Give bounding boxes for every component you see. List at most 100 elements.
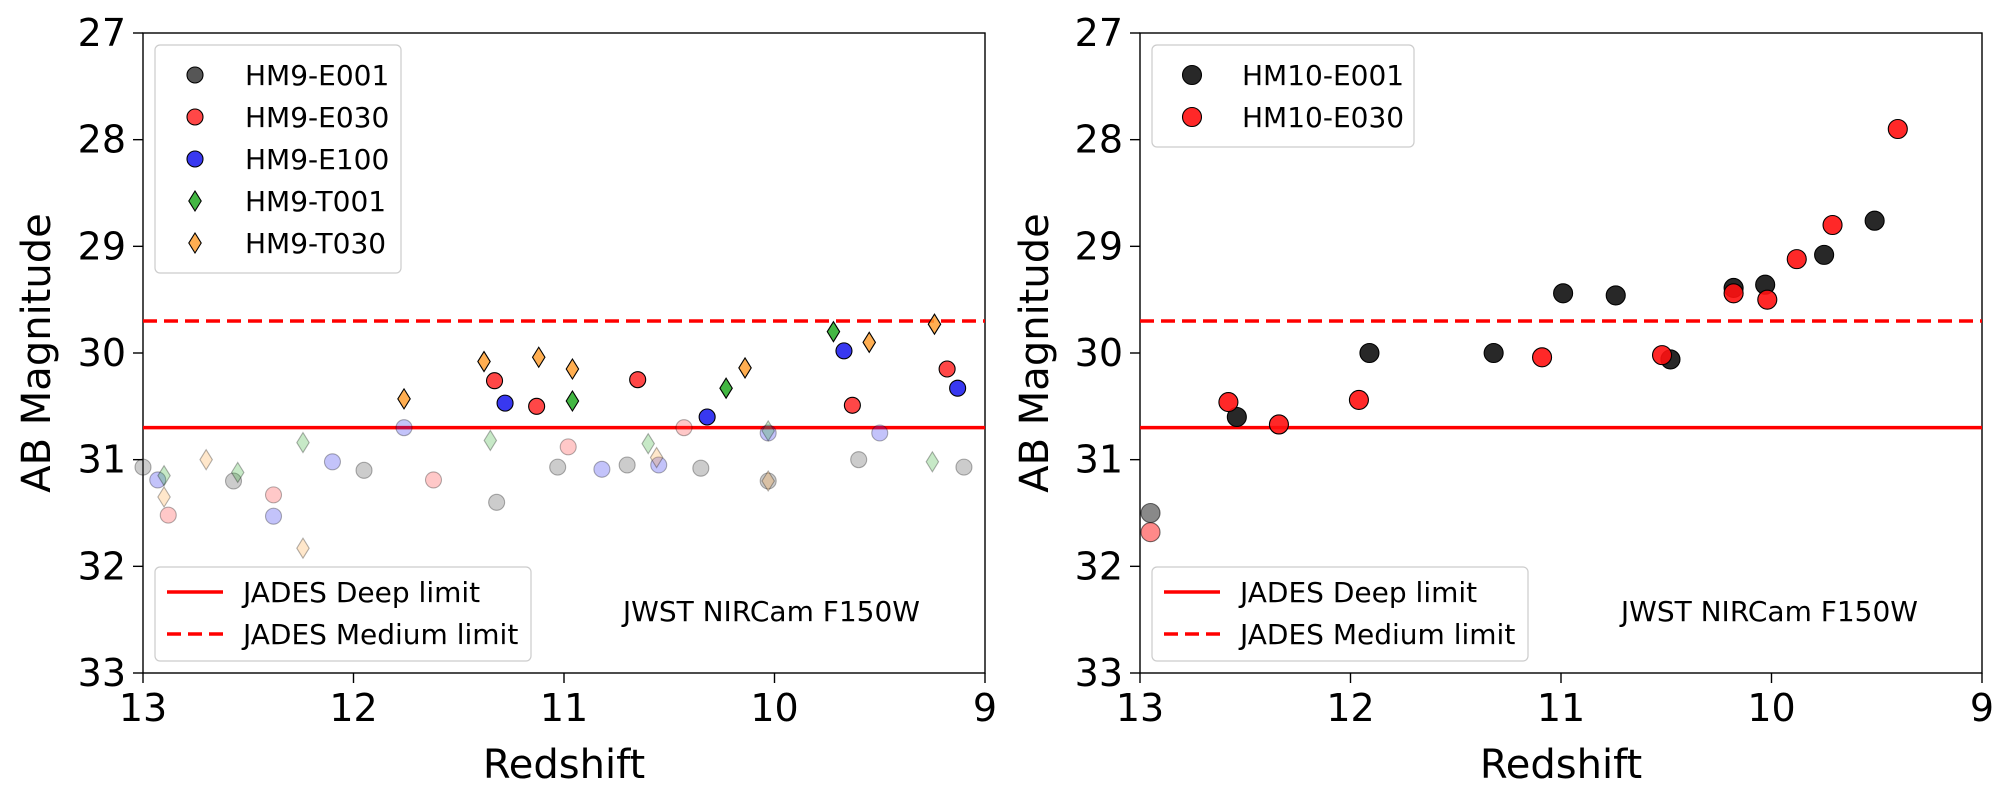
- y-tick-label: 31: [1075, 438, 1123, 482]
- data-point-hm9-t030: [397, 387, 411, 410]
- panel-right: 13 12 11 10 9 27 28 29 30 31 32 33 Redshift AB Magn…: [1012, 11, 1994, 788]
- legend-label: HM9-E030: [245, 101, 389, 134]
- panel-left: 13 12 11 10 9 27 28 29 30 31 32 33 Redshift AB Magn…: [14, 11, 997, 788]
- data-point-hm9-e100: [149, 471, 167, 489]
- data-point-hm9-t001: [296, 431, 310, 454]
- data-point-hm10-e001: [1605, 285, 1626, 306]
- data-point-hm9-t001: [761, 419, 776, 442]
- reference-lines: [1140, 319, 1982, 430]
- data-point-hm9-t030: [157, 485, 171, 509]
- data-point-hm9-e100: [264, 507, 283, 525]
- x-tick-label: 12: [329, 686, 377, 730]
- data-point-hm9-t030: [738, 356, 752, 379]
- data-point-hm10-e030: [1651, 345, 1673, 366]
- scatter-points: [1140, 118, 1908, 543]
- data-point-hm9-e001: [488, 493, 506, 511]
- y-tick-label: 33: [78, 651, 126, 695]
- x-axis-label: Redshift: [483, 742, 645, 788]
- data-point-hm9-e030: [938, 360, 956, 378]
- data-point-hm9-e001: [759, 472, 777, 490]
- data-point-hm10-e030: [1532, 347, 1553, 368]
- data-point-hm9-e100: [759, 424, 777, 442]
- x-tick-label: 10: [750, 686, 798, 730]
- legend-label: JADES Deep limit: [1238, 576, 1477, 609]
- data-point-hm9-e030: [485, 372, 504, 390]
- instrument-annotation: JWST NIRCam F150W: [621, 595, 920, 628]
- data-point-hm9-t030: [649, 446, 664, 469]
- series-legend: HM10-E001 HM10-E030: [1151, 44, 1415, 148]
- y-tick-label: 32: [1075, 544, 1123, 588]
- legend-label: JADES Medium limit: [241, 618, 518, 651]
- y-tick-label: 29: [78, 224, 126, 268]
- data-point-hm10-e001: [1864, 210, 1885, 231]
- data-point-hm10-e030: [1140, 522, 1161, 543]
- data-point-hm9-e100: [323, 453, 342, 471]
- x-tick-label: 9: [1970, 686, 1994, 730]
- y-axis-label: AB Magnitude: [1012, 213, 1058, 492]
- data-point-hm9-t001: [925, 450, 940, 473]
- x-tick-label: 13: [1116, 686, 1164, 730]
- reference-lines: [143, 319, 985, 430]
- data-point-hm9-e030: [528, 397, 546, 415]
- scatter-points: [134, 313, 973, 560]
- data-point-hm9-e100: [496, 394, 514, 412]
- x-tick-label: 9: [973, 686, 997, 730]
- y-tick-label: 32: [78, 544, 126, 588]
- data-point-hm9-t001: [565, 389, 580, 413]
- legend-label: HM10-E030: [1242, 101, 1404, 134]
- y-tick-label: 28: [78, 118, 126, 162]
- y-tick-label: 29: [1075, 224, 1123, 268]
- data-point-hm9-e001: [955, 458, 973, 476]
- legend-label: JADES Medium limit: [1238, 618, 1515, 651]
- data-point-hm9-e001: [618, 456, 636, 474]
- data-point-hm9-t001: [641, 432, 656, 455]
- y-tick-label: 30: [1075, 331, 1123, 375]
- legend-label: HM9-T030: [245, 227, 386, 260]
- axis-ticks: 13 12 11 10 9 27 28 29 30 31 32 33: [78, 11, 997, 730]
- y-tick-label: 27: [1075, 11, 1123, 55]
- data-point-hm9-e100: [698, 408, 716, 426]
- data-point-hm9-t030: [531, 346, 546, 369]
- legend-label: HM10-E001: [1242, 59, 1404, 92]
- x-tick-label: 11: [1537, 686, 1585, 730]
- data-point-hm9-e100: [395, 419, 413, 437]
- data-point-hm10-e030: [1348, 389, 1369, 410]
- data-point-hm9-e100: [949, 379, 967, 397]
- data-point-hm9-e001: [134, 458, 152, 476]
- data-point-hm10-e001: [1814, 244, 1835, 265]
- legend-marker: [186, 108, 204, 126]
- x-tick-label: 12: [1326, 686, 1374, 730]
- x-axis-label: Redshift: [1480, 742, 1642, 788]
- y-tick-label: 31: [78, 438, 126, 482]
- data-point-hm9-e030: [159, 506, 177, 524]
- data-point-hm10-e030: [1786, 249, 1807, 270]
- data-point-hm9-t030: [199, 448, 213, 471]
- data-point-hm9-e030: [424, 471, 443, 489]
- data-point-hm9-e030: [264, 486, 283, 504]
- data-point-hm9-e001: [850, 451, 868, 469]
- data-point-hm9-t030: [927, 313, 942, 336]
- series-legend: HM9-E001 HM9-E030 HM9-E100 HM9-T001 HM9-T030: [154, 44, 402, 274]
- instrument-annotation: JWST NIRCam F150W: [1619, 595, 1918, 628]
- data-point-hm10-e030: [1723, 283, 1744, 304]
- data-point-hm9-e100: [650, 456, 668, 474]
- y-axis-label: AB Magnitude: [14, 213, 60, 492]
- data-point-hm10-e001: [1140, 502, 1161, 524]
- data-point-hm9-e100: [593, 460, 611, 478]
- limits-legend: JADES Deep limit JADES Medium limit: [154, 566, 532, 662]
- data-point-hm9-t030: [761, 469, 776, 493]
- data-point-hm9-e001: [692, 459, 710, 477]
- x-tick-label: 13: [119, 686, 167, 730]
- data-point-hm9-t030: [296, 537, 310, 560]
- y-tick-label: 27: [78, 11, 126, 55]
- data-point-hm10-e030: [1757, 289, 1778, 310]
- legend-box: [1151, 44, 1415, 148]
- x-tick-label: 11: [540, 686, 588, 730]
- legend-marker: [188, 189, 202, 213]
- limits-legend: JADES Deep limit JADES Medium limit: [1151, 566, 1529, 662]
- data-point-hm9-t030: [477, 350, 491, 373]
- y-tick-label: 30: [78, 331, 126, 375]
- legend-box: [154, 566, 532, 662]
- data-point-hm9-e100: [871, 424, 889, 442]
